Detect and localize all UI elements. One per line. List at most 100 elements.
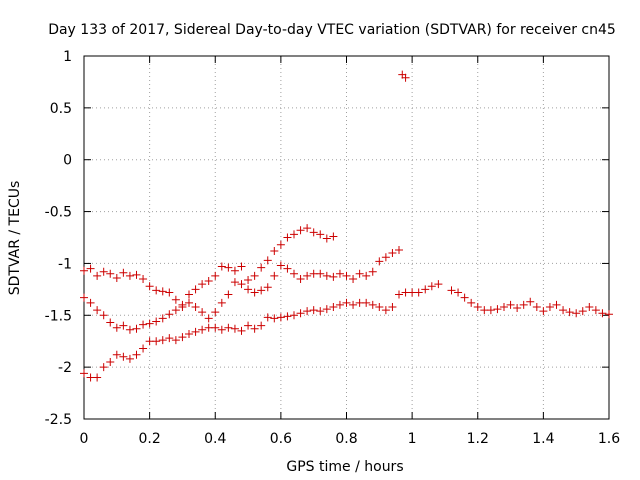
- data-point: [158, 336, 167, 345]
- data-point: [552, 300, 561, 309]
- data-point: [296, 226, 305, 235]
- data-point: [244, 285, 253, 294]
- data-point: [447, 286, 456, 295]
- data-point: [493, 305, 502, 314]
- data-point: [99, 267, 108, 276]
- data-point: [591, 306, 600, 315]
- data-point: [421, 285, 430, 294]
- series-outlier: [398, 70, 410, 82]
- data-point: [165, 334, 174, 343]
- data-point: [145, 319, 154, 328]
- data-point: [381, 306, 390, 315]
- x-tick-label: 1.4: [532, 431, 554, 447]
- x-tick-label: 0: [80, 431, 89, 447]
- data-point: [171, 306, 180, 315]
- data-point: [86, 298, 95, 307]
- data-point: [283, 264, 292, 273]
- data-point: [198, 325, 207, 334]
- data-point: [486, 306, 495, 315]
- data-point: [237, 326, 246, 335]
- data-point: [119, 268, 128, 277]
- data-point: [86, 264, 95, 273]
- data-point: [375, 302, 384, 311]
- y-tick-label: -1: [58, 256, 72, 272]
- data-point: [80, 369, 88, 378]
- data-point: [171, 295, 180, 304]
- data-point: [322, 305, 331, 314]
- data-point: [303, 271, 312, 280]
- data-point: [204, 277, 213, 286]
- data-point: [309, 228, 318, 237]
- data-point: [355, 269, 364, 278]
- data-point: [559, 306, 568, 315]
- data-point: [257, 263, 266, 272]
- data-point: [598, 309, 607, 318]
- data-point: [283, 312, 292, 321]
- y-tick-label: -2: [58, 360, 72, 376]
- data-point: [224, 290, 233, 299]
- data-point: [106, 269, 115, 278]
- y-tick-label: -0.5: [45, 205, 72, 221]
- x-tick-label: 0.4: [204, 431, 226, 447]
- data-point: [513, 304, 522, 313]
- data-point: [467, 298, 476, 307]
- data-point: [565, 308, 574, 317]
- data-point: [500, 302, 508, 311]
- data-point: [132, 270, 141, 279]
- data-point: [578, 307, 587, 316]
- y-axis-label: SDTVAR / TECUs: [7, 181, 23, 296]
- data-point: [303, 224, 312, 233]
- data-point: [119, 321, 128, 330]
- data-point: [290, 230, 298, 239]
- data-point: [283, 233, 292, 242]
- data-point: [93, 271, 102, 280]
- data-point: [257, 321, 266, 330]
- data-point: [322, 234, 331, 243]
- data-point: [401, 73, 410, 82]
- data-point: [362, 271, 371, 280]
- data-point: [276, 240, 285, 249]
- y-tick-label: -2.5: [45, 412, 72, 428]
- data-point: [263, 256, 272, 265]
- data-point: [473, 302, 482, 311]
- data-point: [368, 300, 377, 309]
- data-point: [276, 261, 285, 270]
- data-point: [106, 318, 115, 327]
- chart-title: Day 133 of 2017, Sidereal Day-to-day VTE…: [48, 22, 616, 38]
- data-point: [270, 271, 279, 280]
- data-point: [335, 300, 344, 309]
- data-point: [217, 325, 226, 334]
- data-point: [139, 320, 148, 329]
- data-point: [99, 311, 108, 320]
- data-point: [112, 350, 121, 359]
- data-point: [434, 280, 443, 289]
- data-point: [211, 271, 220, 280]
- data-point: [230, 278, 239, 287]
- data-point: [132, 350, 141, 359]
- data-point: [257, 286, 266, 295]
- x-tick-label: 0.2: [138, 431, 160, 447]
- data-point: [191, 302, 200, 311]
- data-point: [309, 306, 318, 315]
- data-point: [80, 266, 88, 275]
- data-point: [198, 280, 207, 289]
- data-point: [244, 321, 253, 330]
- data-point: [585, 302, 594, 311]
- y-tick-label: 0: [63, 153, 72, 169]
- data-point: [204, 314, 213, 323]
- data-point: [349, 300, 358, 309]
- series-track-a: [80, 224, 338, 309]
- data-point: [125, 271, 134, 280]
- data-point: [145, 282, 154, 291]
- data-point: [296, 309, 305, 318]
- data-point: [178, 302, 187, 311]
- data-point: [224, 323, 233, 332]
- series-track-c: [80, 280, 613, 382]
- data-points: [80, 70, 613, 382]
- y-axis-ticks: 1 0.5 0 -0.5 -1 -1.5 -2 -2.5: [45, 49, 609, 428]
- data-point: [414, 288, 423, 297]
- data-point: [230, 324, 239, 333]
- data-point: [93, 306, 102, 315]
- data-point: [349, 274, 358, 283]
